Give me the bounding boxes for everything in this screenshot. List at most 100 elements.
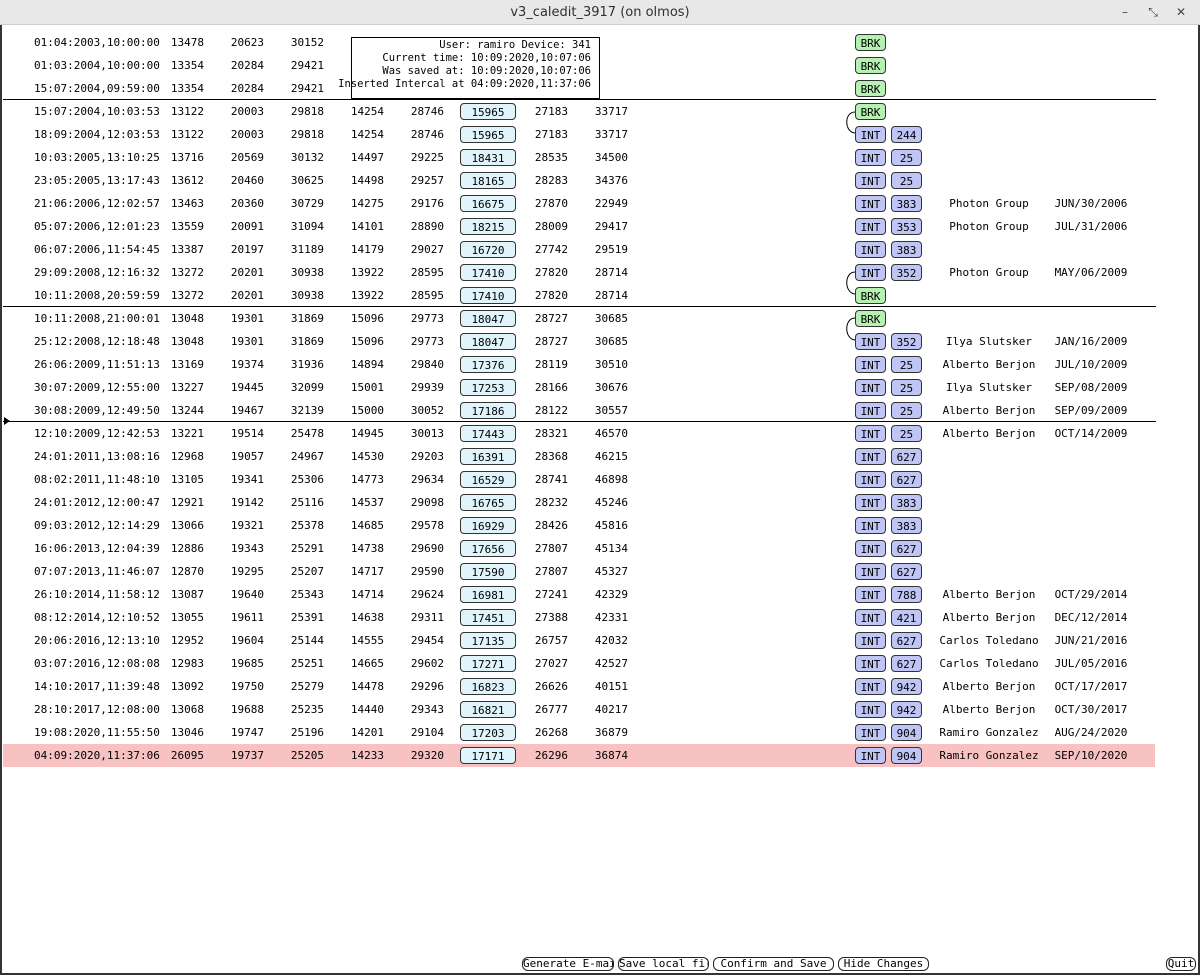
- table-row[interactable]: 30:07:2009,12:55:00 13227 19445 32099 15001 2…: [0, 376, 1196, 399]
- row-value-box[interactable]: 17590: [460, 563, 516, 580]
- table-row[interactable]: 24:01:2012,12:00:47 12921 19142 25116 14537 2…: [0, 491, 1196, 514]
- int-tag-button[interactable]: INT: [855, 747, 886, 764]
- int-tag-button[interactable]: INT: [855, 425, 886, 442]
- int-tag-button[interactable]: INT: [855, 402, 886, 419]
- row-value-box[interactable]: 16821: [460, 701, 516, 718]
- table-row[interactable]: 12:10:2009,12:42:53 13221 19514 25478 14945 3…: [0, 422, 1196, 445]
- table-row[interactable]: 05:07:2006,12:01:23 13559 20091 31094 14101 2…: [0, 215, 1196, 238]
- int-tag-button[interactable]: INT: [855, 655, 886, 672]
- int-tag-button[interactable]: INT: [855, 333, 886, 350]
- restore-icon[interactable]: ⤡: [1148, 5, 1158, 19]
- int-tag-button[interactable]: INT: [855, 195, 886, 212]
- device-number-button[interactable]: 383: [891, 195, 922, 212]
- int-tag-button[interactable]: INT: [855, 586, 886, 603]
- device-number-button[interactable]: 25: [891, 356, 922, 373]
- table-row[interactable]: 10:11:2008,21:00:01 13048 19301 31869 15096 2…: [0, 307, 1196, 330]
- row-value-box[interactable]: 16929: [460, 517, 516, 534]
- brk-tag-button[interactable]: BRK: [855, 34, 886, 51]
- table-row[interactable]: 07:07:2013,11:46:07 12870 19295 25207 14717 2…: [0, 560, 1196, 583]
- table-row[interactable]: 10:03:2005,13:10:25 13716 20569 30132 14497 2…: [0, 146, 1196, 169]
- device-number-button[interactable]: 942: [891, 701, 922, 718]
- int-tag-button[interactable]: INT: [855, 540, 886, 557]
- row-value-box[interactable]: 17203: [460, 724, 516, 741]
- table-row[interactable]: 15:07:2004,09:59:00 13354 20284 29421 BRK: [0, 77, 1196, 100]
- row-value-box[interactable]: 17171: [460, 747, 516, 764]
- table-row[interactable]: 30:08:2009,12:49:50 13244 19467 32139 15000 3…: [0, 399, 1196, 422]
- device-number-button[interactable]: 627: [891, 540, 922, 557]
- device-number-button[interactable]: 942: [891, 678, 922, 695]
- table-row-modified[interactable]: 04:09:2020,11:37:06 26095 19737 25205 14233 2…: [0, 744, 1196, 767]
- device-number-button[interactable]: 627: [891, 655, 922, 672]
- close-icon[interactable]: ✕: [1175, 5, 1187, 19]
- row-value-box[interactable]: 18047: [460, 310, 516, 327]
- table-row[interactable]: 20:06:2016,12:13:10 12952 19604 25144 14555 2…: [0, 629, 1196, 652]
- int-tag-button[interactable]: INT: [855, 701, 886, 718]
- row-value-box[interactable]: 16823: [460, 678, 516, 695]
- row-value-box[interactable]: 17410: [460, 264, 516, 281]
- int-tag-button[interactable]: INT: [855, 471, 886, 488]
- hide-changes-button[interactable]: Hide Changes: [838, 957, 929, 971]
- int-tag-button[interactable]: INT: [855, 379, 886, 396]
- row-value-box[interactable]: 16675: [460, 195, 516, 212]
- device-number-button[interactable]: 383: [891, 494, 922, 511]
- row-value-box[interactable]: 17443: [460, 425, 516, 442]
- table-row[interactable]: 08:02:2011,11:48:10 13105 19341 25306 14773 2…: [0, 468, 1196, 491]
- title-bar[interactable]: v3_caledit_3917 (on olmos) – ⤡ ✕: [0, 0, 1200, 25]
- int-tag-button[interactable]: INT: [855, 563, 886, 580]
- device-number-button[interactable]: 25: [891, 172, 922, 189]
- row-value-box[interactable]: 17656: [460, 540, 516, 557]
- table-row[interactable]: 26:06:2009,11:51:13 13169 19374 31936 14894 2…: [0, 353, 1196, 376]
- int-tag-button[interactable]: INT: [855, 172, 886, 189]
- int-tag-button[interactable]: INT: [855, 218, 886, 235]
- table-row[interactable]: 25:12:2008,12:18:48 13048 19301 31869 15096 2…: [0, 330, 1196, 353]
- minimize-icon[interactable]: –: [1122, 5, 1128, 19]
- device-number-button[interactable]: 25: [891, 402, 922, 419]
- row-value-box[interactable]: 16720: [460, 241, 516, 258]
- row-value-box[interactable]: 17376: [460, 356, 516, 373]
- row-value-box[interactable]: 17135: [460, 632, 516, 649]
- device-number-button[interactable]: 353: [891, 218, 922, 235]
- device-number-button[interactable]: 627: [891, 448, 922, 465]
- int-tag-button[interactable]: INT: [855, 517, 886, 534]
- device-number-button[interactable]: 904: [891, 747, 922, 764]
- row-value-box[interactable]: 17451: [460, 609, 516, 626]
- table-row[interactable]: 23:05:2005,13:17:43 13612 20460 30625 14498 2…: [0, 169, 1196, 192]
- table-row[interactable]: 18:09:2004,12:03:53 13122 20003 29818 14254 2…: [0, 123, 1196, 146]
- int-tag-button[interactable]: INT: [855, 241, 886, 258]
- row-value-box[interactable]: 17253: [460, 379, 516, 396]
- table-row[interactable]: 10:11:2008,20:59:59 13272 20201 30938 13922 2…: [0, 284, 1196, 307]
- confirm-and-save-button[interactable]: Confirm and Save: [713, 957, 834, 971]
- row-value-box[interactable]: 16981: [460, 586, 516, 603]
- table-row[interactable]: 15:07:2004,10:03:53 13122 20003 29818 14254 2…: [0, 100, 1196, 123]
- brk-tag-button[interactable]: BRK: [855, 57, 886, 74]
- int-tag-button[interactable]: INT: [855, 356, 886, 373]
- table-row[interactable]: 09:03:2012,12:14:29 13066 19321 25378 14685 2…: [0, 514, 1196, 537]
- int-tag-button[interactable]: INT: [855, 264, 886, 281]
- table-row[interactable]: 16:06:2013,12:04:39 12886 19343 25291 14738 2…: [0, 537, 1196, 560]
- row-value-box[interactable]: 17186: [460, 402, 516, 419]
- table-row[interactable]: 03:07:2016,12:08:08 12983 19685 25251 14665 2…: [0, 652, 1196, 675]
- row-value-box[interactable]: 18165: [460, 172, 516, 189]
- int-tag-button[interactable]: INT: [855, 448, 886, 465]
- table-row[interactable]: 19:08:2020,11:55:50 13046 19747 25196 14201 2…: [0, 721, 1196, 744]
- row-value-box[interactable]: 17271: [460, 655, 516, 672]
- row-value-box[interactable]: 15965: [460, 103, 516, 120]
- save-local-file-button[interactable]: Save local file: [618, 957, 709, 971]
- brk-tag-button[interactable]: BRK: [855, 80, 886, 97]
- row-value-box[interactable]: 16529: [460, 471, 516, 488]
- table-row[interactable]: 01:03:2004,10:00:00 13354 20284 29421 BRK: [0, 54, 1196, 77]
- device-number-button[interactable]: 627: [891, 471, 922, 488]
- int-tag-button[interactable]: INT: [855, 724, 886, 741]
- table-row[interactable]: 14:10:2017,11:39:48 13092 19750 25279 14478 2…: [0, 675, 1196, 698]
- int-tag-button[interactable]: INT: [855, 632, 886, 649]
- table-row[interactable]: 21:06:2006,12:02:57 13463 20360 30729 14275 2…: [0, 192, 1196, 215]
- table-row[interactable]: 26:10:2014,11:58:12 13087 19640 25343 14714 2…: [0, 583, 1196, 606]
- table-row[interactable]: 06:07:2006,11:54:45 13387 20197 31189 14179 2…: [0, 238, 1196, 261]
- device-number-button[interactable]: 352: [891, 333, 922, 350]
- table-row[interactable]: 08:12:2014,12:10:52 13055 19611 25391 14638 2…: [0, 606, 1196, 629]
- device-number-button[interactable]: 383: [891, 517, 922, 534]
- device-number-button[interactable]: 627: [891, 563, 922, 580]
- device-number-button[interactable]: 627: [891, 632, 922, 649]
- row-value-box[interactable]: 16391: [460, 448, 516, 465]
- device-number-button[interactable]: 788: [891, 586, 922, 603]
